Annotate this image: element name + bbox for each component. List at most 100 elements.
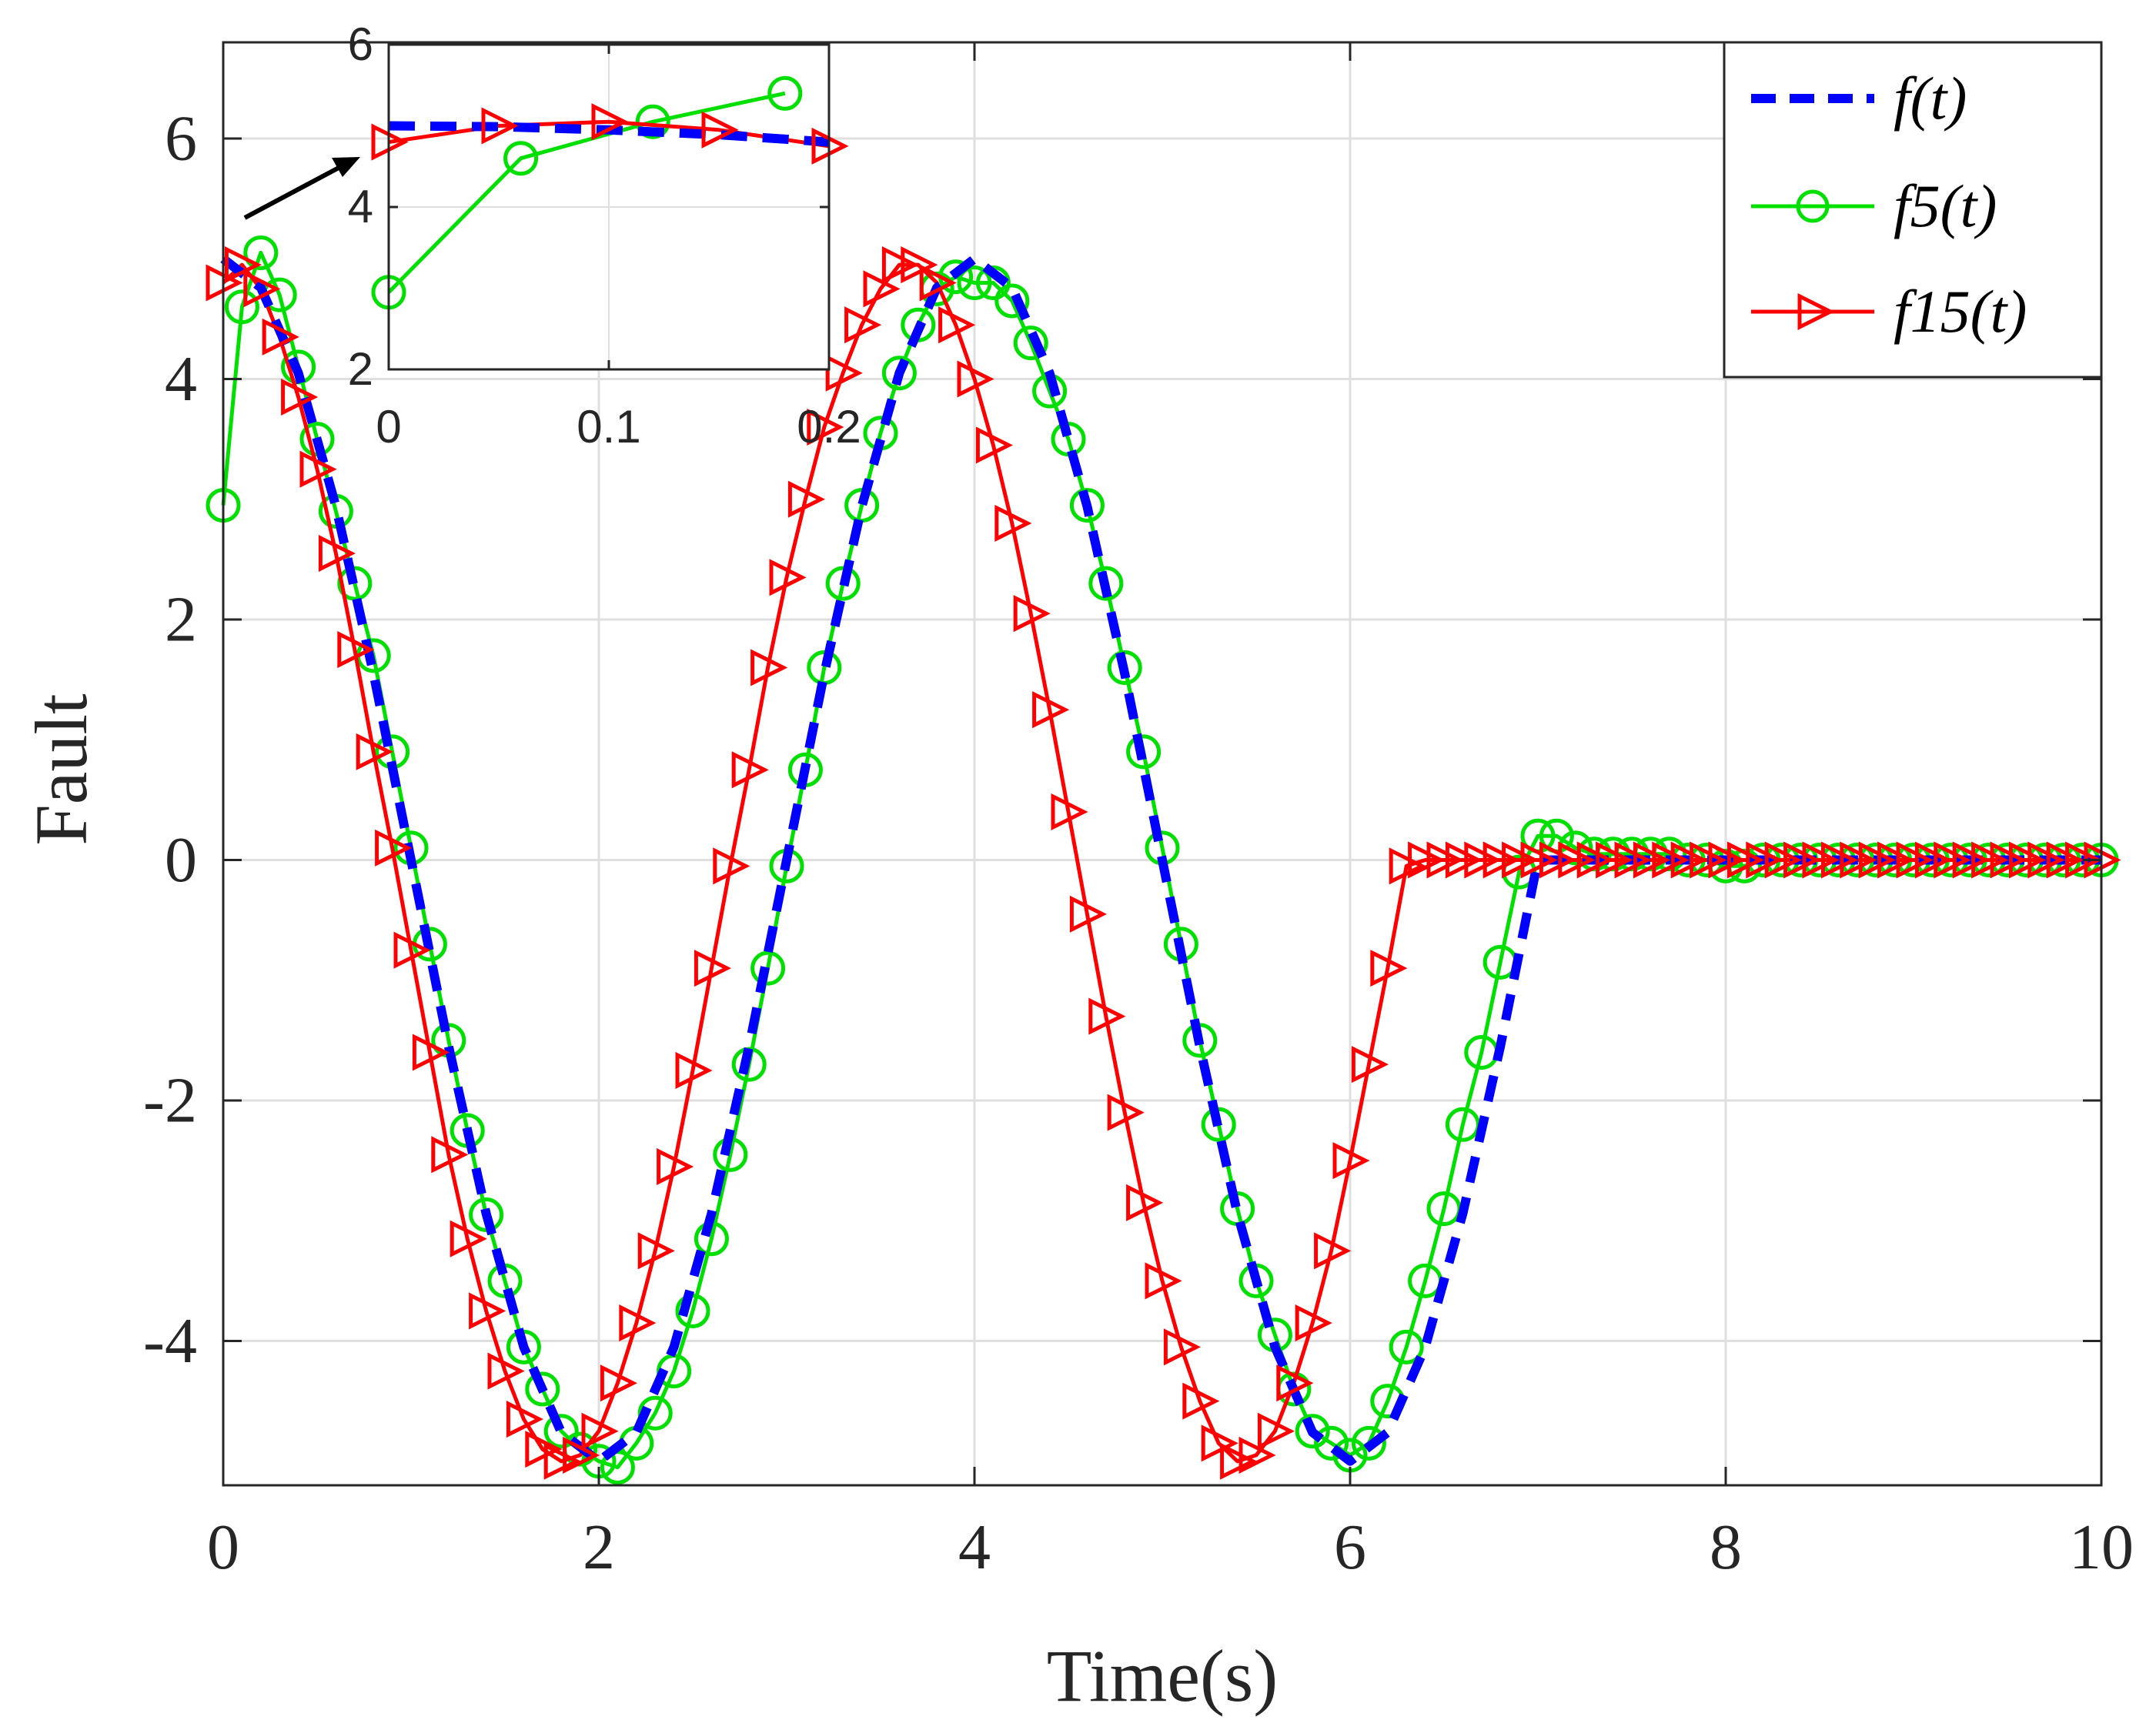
inset-axes: 0 0.1 0.2 2 4 6 xyxy=(348,18,861,453)
f5-marker xyxy=(543,1414,579,1449)
f15-marker xyxy=(1690,841,1727,879)
f15-marker xyxy=(600,1364,637,1402)
x-tick-label: 4 xyxy=(958,1511,991,1583)
f15-marker xyxy=(1802,841,1840,879)
y-tick-label: 2 xyxy=(348,343,373,395)
f15-marker xyxy=(1464,841,1502,879)
x-axis-label: Time(s) xyxy=(1047,1635,1279,1717)
f5-marker xyxy=(1389,1329,1424,1364)
main-x-tick-labels: 0 2 4 6 8 10 xyxy=(207,1511,2134,1583)
x-tick-label: 10 xyxy=(2069,1511,2134,1583)
f15-marker xyxy=(2065,841,2103,879)
f15-marker xyxy=(994,504,1032,543)
f15-marker xyxy=(825,354,863,392)
f15-marker xyxy=(769,559,807,596)
f15-marker xyxy=(1914,841,1952,879)
f15-marker xyxy=(299,450,337,488)
f15-marker xyxy=(787,480,825,518)
f5-marker xyxy=(1088,566,1124,601)
f15-marker xyxy=(591,103,629,141)
x-tick-label: 6 xyxy=(1334,1511,1366,1583)
y-tick-label: 6 xyxy=(348,18,373,70)
f15-marker xyxy=(262,318,299,356)
f15-marker xyxy=(1088,997,1126,1035)
f15-marker xyxy=(863,270,901,308)
f15-marker xyxy=(337,631,375,669)
legend-marker-circle xyxy=(1796,189,1830,223)
f15-marker xyxy=(1952,841,1990,879)
f15-marker xyxy=(1182,1382,1220,1420)
f15-marker xyxy=(1502,841,1539,879)
f15-marker xyxy=(506,1401,543,1438)
f15-marker xyxy=(1201,1424,1238,1462)
f15-marker xyxy=(1633,841,1670,879)
inset-y-tick-labels: 2 4 6 xyxy=(348,18,373,395)
f15-marker xyxy=(1614,841,1652,879)
f15-marker xyxy=(1220,1442,1258,1480)
f15-marker xyxy=(1426,841,1464,879)
f15-marker xyxy=(318,535,356,573)
f15-marker xyxy=(637,1232,675,1270)
f15-marker xyxy=(563,1436,600,1474)
y-tick-label: 4 xyxy=(348,181,373,232)
f15-marker xyxy=(2046,841,2084,879)
f15-marker xyxy=(1051,793,1088,831)
f15-marker xyxy=(469,1292,506,1330)
f15-marker xyxy=(224,246,262,284)
f15-marker xyxy=(1539,841,1576,879)
y-tick-label: 4 xyxy=(165,343,197,415)
f15-marker xyxy=(1840,841,1877,879)
f15-marker xyxy=(1971,841,2009,879)
y-tick-label: 2 xyxy=(165,584,197,656)
f15-marker xyxy=(1934,841,1971,879)
f5-marker xyxy=(825,566,861,601)
zoom-arrow xyxy=(243,157,360,220)
f15-marker xyxy=(1445,841,1482,879)
legend-entry-f15: f15(t) xyxy=(1751,278,2027,345)
f15-marker xyxy=(525,1431,563,1468)
f15-marker xyxy=(694,950,731,987)
y-tick-label: -2 xyxy=(143,1065,197,1137)
legend: f(t) f5(t) f15(t) xyxy=(1723,41,2103,379)
f15-marker xyxy=(487,1352,525,1390)
f5-marker xyxy=(767,75,803,111)
f15-line xyxy=(388,119,830,149)
f15-marker xyxy=(1877,841,1915,879)
f15-marker xyxy=(1013,595,1051,633)
f15-marker xyxy=(901,246,938,284)
f5-marker xyxy=(994,283,1030,319)
inset-ticks xyxy=(387,43,831,371)
y-tick-label: -4 xyxy=(143,1305,197,1377)
inset-x-tick-labels: 0 0.1 0.2 xyxy=(376,401,861,453)
f15-marker xyxy=(750,649,788,686)
f15-marker xyxy=(1896,841,1934,879)
f15-marker xyxy=(1295,1304,1332,1342)
f15-marker xyxy=(1764,841,1802,879)
legend-marker-triangle xyxy=(1797,292,1835,331)
f5-marker xyxy=(1013,326,1048,361)
f15-marker xyxy=(1652,841,1690,879)
f15-marker xyxy=(1351,1046,1389,1084)
f15-marker xyxy=(543,1442,581,1480)
f-line xyxy=(220,254,2101,1466)
y-tick-label: 0 xyxy=(165,824,197,896)
f15-marker xyxy=(1370,950,1408,987)
y-axis-label: Fault xyxy=(20,693,102,846)
f15-marker xyxy=(1576,841,1614,879)
f15-marker xyxy=(1596,841,1633,879)
f15-marker xyxy=(1126,1184,1164,1221)
f15-marker xyxy=(844,306,882,344)
f15-marker xyxy=(1783,841,1821,879)
main-y-tick-labels: -4 -2 0 2 4 6 xyxy=(143,103,197,1377)
x-tick-label: 2 xyxy=(583,1511,615,1583)
f15-marker xyxy=(1389,847,1426,885)
main-axes-box xyxy=(222,41,2103,1487)
f15-marker xyxy=(1726,841,1764,879)
f15-marker xyxy=(1314,1232,1352,1270)
f15-marker xyxy=(1670,841,1708,879)
legend-label-f5: f5(t) xyxy=(1894,172,1997,239)
f15-marker xyxy=(1257,1412,1295,1450)
f5-line xyxy=(387,91,786,294)
legend-box xyxy=(1723,41,2103,379)
